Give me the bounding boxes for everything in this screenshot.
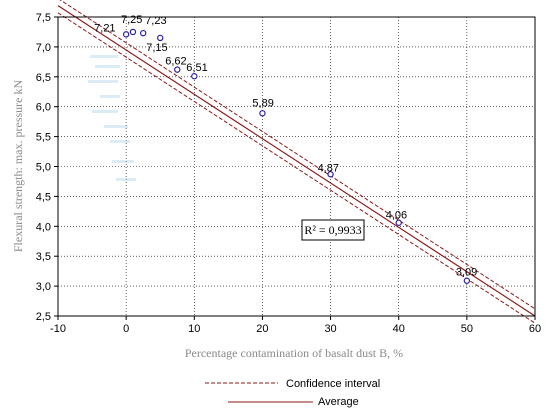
regression-line bbox=[57, 5, 536, 317]
data-point bbox=[327, 171, 334, 178]
data-points bbox=[122, 28, 471, 284]
data-label: 4,06 bbox=[386, 210, 407, 222]
x-tick-label: 30 bbox=[324, 323, 336, 335]
y-tick-label: 3,5 bbox=[36, 251, 51, 263]
data-point bbox=[122, 31, 130, 38]
plot-background bbox=[58, 17, 535, 316]
data-point bbox=[157, 34, 164, 42]
data-label: 7,21 bbox=[94, 22, 115, 34]
data-point bbox=[463, 277, 471, 284]
r2-annotation: R² = 0,9933 bbox=[304, 223, 361, 237]
y-tick-label: 5,5 bbox=[36, 132, 51, 144]
legend-label-average: Average bbox=[318, 396, 359, 408]
data-point bbox=[139, 29, 147, 37]
x-tick-label: 0 bbox=[123, 323, 129, 335]
r2-box: R² = 0,9933 bbox=[301, 219, 365, 241]
y-tick-label: 3,0 bbox=[36, 281, 51, 293]
confidence-band bbox=[57, 0, 536, 324]
data-label: 6,62 bbox=[165, 56, 186, 68]
data-point bbox=[259, 110, 266, 117]
data-label: 3,09 bbox=[456, 267, 477, 279]
confidence-lower bbox=[57, 12, 536, 324]
r2-box-frame bbox=[301, 219, 365, 241]
data-label: 7,25 bbox=[121, 14, 142, 26]
y-tick-label: 2,5 bbox=[36, 311, 51, 323]
y-tick-label: 5,0 bbox=[36, 162, 51, 174]
y-tick-label: 7,0 bbox=[36, 42, 51, 54]
x-tick-label: 60 bbox=[529, 323, 541, 335]
y-tick-label: 6,0 bbox=[36, 102, 51, 114]
data-label: 5,89 bbox=[252, 97, 273, 109]
x-tick-label: 40 bbox=[393, 323, 405, 335]
fit-line bbox=[57, 5, 536, 317]
y-tick-label: 7,5 bbox=[36, 12, 51, 24]
legend-label-confidence: Confidence interval bbox=[286, 378, 380, 390]
y-axis-ticks: 2,5 3,0 3,5 4,0 4,5 5,0 5,5 6,0 6,5 7,0 7,5 bbox=[36, 12, 58, 323]
x-tick-label: 20 bbox=[256, 323, 268, 335]
grid bbox=[58, 17, 535, 316]
data-label: 4,87 bbox=[318, 162, 339, 174]
x-axis-ticks: -10 0 10 20 30 40 50 60 bbox=[50, 316, 541, 335]
data-labels: 7,21 7,25 7,23 7,15 6,626,51 5,89 4,87 4,06 3,09 bbox=[94, 14, 477, 279]
watermark-texture bbox=[88, 55, 136, 181]
y-tick-label: 6,5 bbox=[36, 72, 51, 84]
legend: Confidence interval Average bbox=[205, 378, 380, 408]
x-tick-label: 50 bbox=[461, 323, 473, 335]
data-label: 6,51 bbox=[186, 62, 207, 74]
y-tick-label: 4,5 bbox=[36, 191, 51, 203]
y-axis-title: Flexural strength: max. pressure kN bbox=[11, 80, 25, 253]
data-point bbox=[129, 28, 137, 36]
data-label: 7,15 bbox=[146, 42, 167, 54]
data-label: 7,23 bbox=[145, 15, 166, 27]
x-tick-label: 10 bbox=[188, 323, 200, 335]
x-axis-title: Percentage contamination of basalt dust … bbox=[185, 346, 403, 360]
data-point bbox=[191, 73, 198, 80]
data-point bbox=[174, 66, 181, 73]
data-point bbox=[395, 219, 402, 226]
confidence-upper bbox=[59, 0, 536, 310]
y-tick-label: 4,0 bbox=[36, 221, 51, 233]
x-tick-label: -10 bbox=[50, 323, 66, 335]
